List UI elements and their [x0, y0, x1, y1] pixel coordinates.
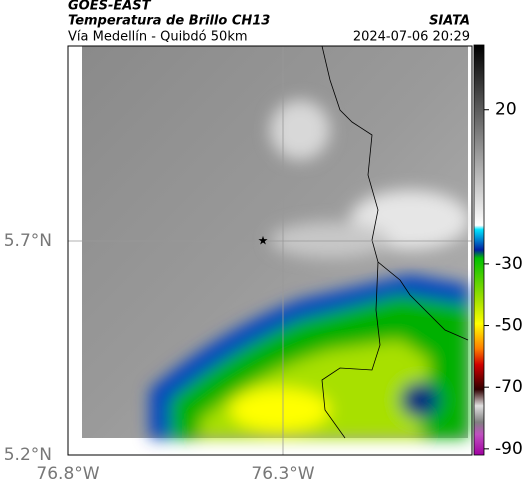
colorbar-tick-label: -30 [495, 254, 523, 274]
lat-tick-label: 5.2°N [4, 445, 52, 465]
title: GOES-EAST [68, 0, 152, 14]
subtitle: Temperatura de Brillo CH13 [68, 14, 270, 29]
map-frame [67, 45, 473, 456]
colorbar-tick-label: -50 [495, 316, 523, 336]
lat-tick-label: 5.7°N [4, 231, 52, 251]
datetime: 2024-07-06 20:29 [353, 30, 470, 45]
colorbar-tick-label: -70 [495, 377, 523, 397]
colorbar-tick-label: 20 [495, 100, 517, 120]
lon-tick-label: 76.3°W [251, 464, 314, 484]
colorbar [473, 44, 485, 456]
colorbar-tick-label: -90 [495, 439, 523, 459]
satellite-image: ★ [68, 45, 472, 455]
location: Vía Medellín - Quibdó 50km [68, 30, 248, 45]
source: SIATA [429, 14, 470, 29]
lon-tick-label: 76.8°W [36, 464, 99, 484]
svg-text:★: ★ [258, 234, 269, 248]
